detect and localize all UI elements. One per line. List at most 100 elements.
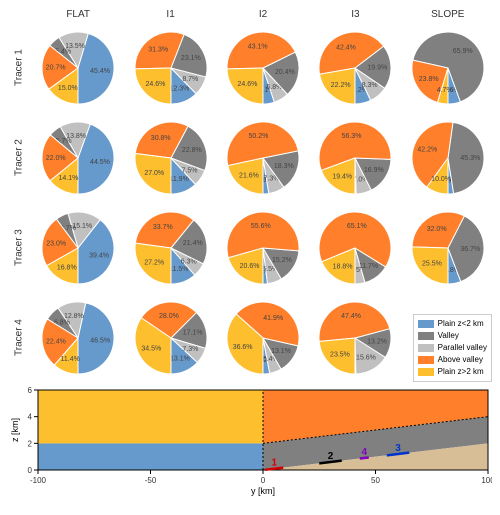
pie-cell: 5.8%36.7%32.0%25.5% xyxy=(404,204,492,292)
pie-label: 15.2% xyxy=(272,257,292,264)
pie-label: 19.9% xyxy=(368,64,388,71)
pie-label: 21.6% xyxy=(239,172,259,179)
row-header: Tracer 3 xyxy=(8,204,30,292)
pie-label: 20.7% xyxy=(46,65,66,72)
pie-label: 15.6% xyxy=(356,354,376,361)
legend-item: Valley xyxy=(418,330,487,342)
tracer-marker-label: 3 xyxy=(395,443,401,454)
pie-cell: Plain z<2 kmValleyParallel valleyAbove v… xyxy=(404,294,492,382)
pie-label: 11.5% xyxy=(169,266,188,273)
pie-cell: 15.6% 13.2% 47.4% 23.5% xyxy=(311,294,399,382)
xtick-label: -100 xyxy=(30,476,47,485)
legend-item: Above valley xyxy=(418,354,487,366)
pie-label: 22.4% xyxy=(46,338,66,345)
pie-cell: 46.5%12.8%6.8%22.4%11.4% xyxy=(34,294,122,382)
tracer-marker-label: 4 xyxy=(361,447,367,458)
ytick-label: 4 xyxy=(28,413,33,422)
xtick-label: 100 xyxy=(481,476,492,485)
col-header: I2 xyxy=(219,8,307,22)
legend-item: Plain z<2 km xyxy=(418,318,487,330)
pie-cell: 7.2%8.3%19.9%42.4%22.2% xyxy=(311,24,399,112)
row-header: Tracer 1 xyxy=(8,24,30,112)
pie-label: 18.3% xyxy=(274,163,294,170)
pie-label: 14.1% xyxy=(59,175,79,182)
legend-item: Parallel valley xyxy=(418,342,487,354)
pie-label: 8.7% xyxy=(182,76,198,83)
pie-label: 36.7% xyxy=(460,246,480,253)
pie-cell: 11.9%7.5%22.8%30.8%27.0% xyxy=(126,114,214,202)
pie-label: 27.2% xyxy=(144,260,164,267)
pie-cell: 12.3%8.7%23.1%31.3%24.6% xyxy=(126,24,214,112)
pie-label: 50.2% xyxy=(248,133,268,140)
pie-label: 23.0% xyxy=(46,240,66,247)
pie-cell: 2.6%7.3%18.3%50.2%21.6% xyxy=(219,114,307,202)
pie-label: 39.4% xyxy=(89,252,109,259)
pie-label: 55.6% xyxy=(251,223,271,230)
pie-label: 36.6% xyxy=(233,344,253,351)
pie-label: 11.7% xyxy=(359,263,378,270)
col-header: I1 xyxy=(126,8,214,22)
legend-label: Plain z<2 km xyxy=(438,318,484,330)
pie-cell: 2.0%6.5%15.2%55.6%20.6% xyxy=(219,204,307,292)
legend-label: Plain z>2 km xyxy=(438,366,484,378)
pie-cell: 2.5%45.3%42.2%10.0% xyxy=(404,114,492,202)
pie-label: 10.0% xyxy=(431,176,451,183)
pie-label: 20.4% xyxy=(275,69,295,76)
legend-swatch xyxy=(418,356,434,364)
pie-cell: 11.5%6.3%21.4%33.7%27.2% xyxy=(126,204,214,292)
legend: Plain z<2 kmValleyParallel valleyAbove v… xyxy=(413,314,492,382)
legend-swatch xyxy=(418,368,434,376)
col-header: FLAT xyxy=(34,8,122,22)
pie-label: 16.9% xyxy=(364,167,384,174)
pie-cell: 3.0%5.4%13.1%41.9%36.6% xyxy=(219,294,307,382)
pie-label: 12.3% xyxy=(169,86,189,93)
pie-label: 15.0% xyxy=(58,85,78,92)
pie-grid: FLATI1I2I3SLOPETracer 145.4%13.5%5.4%20.… xyxy=(8,8,492,382)
pie-label: 25.5% xyxy=(422,261,442,268)
terrain-region-plain_high xyxy=(38,390,263,443)
pie-label: 24.6% xyxy=(145,81,165,88)
legend-label: Parallel valley xyxy=(438,342,487,354)
pie-cell: 7.0%16.9%56.3%19.4% xyxy=(311,114,399,202)
row-header: Tracer 2 xyxy=(8,114,30,202)
pie-label: 19.4% xyxy=(333,173,353,180)
pie-label: 22.2% xyxy=(331,82,351,89)
pie-label: 20.6% xyxy=(240,263,260,270)
pie-label: 47.4% xyxy=(341,313,361,320)
pie-label: 44.5% xyxy=(90,159,110,166)
col-header: SLOPE xyxy=(404,8,492,22)
pie-label: 11.9% xyxy=(169,176,188,183)
pie-cell: 5.1%6.8%20.4%43.1%24.6% xyxy=(219,24,307,112)
pie-label: 18.8% xyxy=(333,264,353,271)
pie-label: 33.7% xyxy=(152,224,172,231)
terrain-panel: 1243-100-500501000246z [km]y [km] xyxy=(8,386,492,496)
pie-label: 46.5% xyxy=(90,337,110,344)
pie-label: 23.8% xyxy=(419,76,439,83)
pie-label: 13.2% xyxy=(368,338,388,345)
pie-label: 56.3% xyxy=(342,133,362,140)
xtick-label: 0 xyxy=(261,476,266,485)
pie-label: 45.3% xyxy=(460,155,480,162)
pie-label: 23.5% xyxy=(330,352,350,359)
pie-label: 11.4% xyxy=(61,356,80,363)
pie-label: 22.8% xyxy=(182,147,202,154)
xtick-label: -50 xyxy=(145,476,157,485)
pie-label: 28.0% xyxy=(159,313,179,320)
ylabel: z [km] xyxy=(10,418,20,442)
pie-cell: 4.5%11.7%65.1%18.8% xyxy=(311,204,399,292)
pie-label: 23.1% xyxy=(181,55,201,62)
legend-swatch xyxy=(418,332,434,340)
pie-label: 24.6% xyxy=(237,81,257,88)
ytick-label: 2 xyxy=(28,439,33,448)
legend-label: Above valley xyxy=(438,354,483,366)
ytick-label: 0 xyxy=(28,466,33,475)
pie-cell: 5.6%65.9%23.8%4.7% xyxy=(404,24,492,112)
pie-label: 17.1% xyxy=(182,330,202,337)
xlabel: y [km] xyxy=(251,486,275,496)
tracer-marker-label: 1 xyxy=(271,458,277,469)
pie-label: 8.3% xyxy=(362,82,378,89)
pie-label: 65.9% xyxy=(453,48,473,55)
legend-swatch xyxy=(418,344,434,352)
pie-label: 27.0% xyxy=(144,170,164,177)
pie-label: 21.4% xyxy=(182,240,202,247)
